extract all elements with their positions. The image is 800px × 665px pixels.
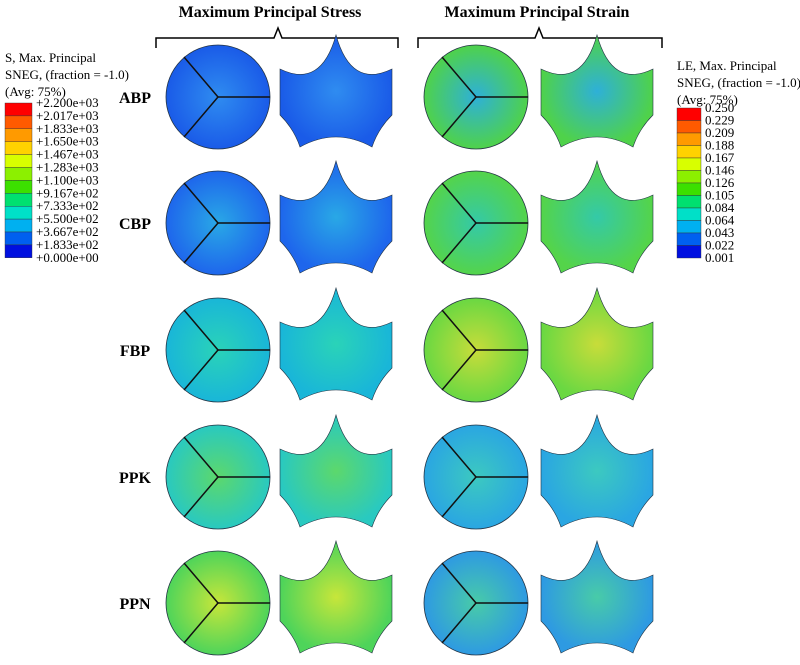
- legend-swatch: [4, 128, 33, 142]
- legend-swatch: [676, 145, 702, 159]
- strain-bracket: [417, 25, 663, 48]
- valve-side-view: [279, 286, 393, 401]
- legend-label: 0.084: [705, 200, 735, 215]
- legend-title: LE, Max. Principal: [677, 58, 777, 73]
- leaflet-edge: [183, 96, 219, 138]
- legend-title: (Avg: 75%): [677, 92, 738, 107]
- legend-label: +0.000e+00: [36, 250, 99, 265]
- leaflet-edge: [183, 309, 219, 351]
- legend-title: (Avg: 75%): [5, 84, 66, 99]
- legend-title: SNEG, (fraction = -1.0): [677, 75, 800, 90]
- legend-label: 0.188: [705, 138, 734, 153]
- valve-side-view: [540, 286, 654, 401]
- legend-swatch: [676, 132, 702, 146]
- legend-swatch: [676, 120, 702, 134]
- leaflet-edge: [441, 309, 477, 351]
- legend-title: SNEG, (fraction = -1.0): [5, 67, 129, 82]
- leaflet-edge: [441, 56, 477, 98]
- legend-swatch: [676, 182, 702, 196]
- leaflet-edge: [441, 436, 477, 478]
- strain-header: Maximum Principal Strain: [445, 4, 630, 21]
- row-label: ABP: [119, 90, 151, 107]
- legend-swatch: [676, 207, 702, 221]
- valve-side-view: [279, 539, 393, 654]
- legend-swatch: [4, 102, 33, 117]
- legend-swatch: [676, 157, 702, 171]
- legend-swatch: [4, 205, 33, 220]
- legend-swatch: [4, 193, 33, 207]
- legend-swatch: [676, 245, 702, 259]
- leaflet-edge: [441, 476, 477, 518]
- row-label: CBP: [119, 216, 151, 233]
- legend-swatch: [4, 167, 33, 181]
- leaflet-edge: [183, 476, 219, 518]
- leaflet-edge: [183, 222, 219, 264]
- stress-header: Maximum Principal Stress: [179, 4, 362, 21]
- valve-side-view: [540, 539, 654, 654]
- stress-bracket: [155, 25, 399, 48]
- legend-swatch: [4, 154, 33, 168]
- legend-label: 0.064: [705, 213, 735, 228]
- legend-label: 0.043: [705, 225, 734, 240]
- content: S, Max. Principal SNEG, (fraction = -1.0)…: [4, 33, 800, 656]
- leaflet-edge: [441, 349, 477, 391]
- leaflet-edge: [183, 349, 219, 391]
- legend-label: +2.200e+03: [36, 95, 99, 110]
- legend-label: +2.017e+03: [36, 108, 99, 123]
- legend-swatch: [676, 195, 702, 209]
- legend-swatch: [676, 220, 702, 234]
- legend-label: 0.126: [705, 175, 735, 190]
- leaflet-edge: [441, 96, 477, 138]
- legend-label: +9.167e+02: [36, 185, 99, 200]
- legend-swatch: [4, 231, 33, 246]
- legend-swatch: [4, 218, 33, 233]
- legend-swatch: [4, 141, 33, 155]
- legend-label: 0.167: [705, 150, 735, 165]
- valve-side-view: [540, 33, 654, 148]
- legend-swatch: [676, 232, 702, 246]
- valve-side-view: [279, 33, 393, 148]
- valve-side-view: [279, 413, 393, 528]
- row-label: PPN: [119, 596, 151, 613]
- legend-swatch: [4, 244, 33, 258]
- legend-label: +5.500e+02: [36, 211, 99, 226]
- legend-swatch: [4, 115, 33, 130]
- legend-label: +1.467e+03: [36, 147, 99, 162]
- legend-swatch: [676, 170, 702, 184]
- leaflet-edge: [441, 602, 477, 644]
- legend-label: +1.833e+02: [36, 237, 99, 252]
- leaflet-edge: [441, 182, 477, 224]
- legend-swatch: [4, 180, 33, 194]
- valve-side-view: [540, 159, 654, 274]
- row-label: PPK: [119, 470, 152, 487]
- leaflet-edge: [441, 222, 477, 264]
- legend-title: S, Max. Principal: [5, 50, 96, 65]
- row-label: FBP: [120, 343, 150, 360]
- legend-label: +7.333e+02: [36, 198, 99, 213]
- legend-swatch: [676, 107, 702, 121]
- legend-label: 0.229: [705, 113, 734, 128]
- leaflet-edge: [441, 562, 477, 604]
- legend-label: +1.650e+03: [36, 134, 99, 149]
- legend-label: +1.283e+03: [36, 160, 99, 175]
- leaflet-edge: [183, 602, 219, 644]
- legend-label: +1.100e+03: [36, 172, 99, 187]
- leaflet-edge: [183, 562, 219, 604]
- leaflet-edge: [183, 182, 219, 224]
- legend-label: 0.209: [705, 125, 734, 140]
- leaflet-edge: [183, 436, 219, 478]
- valve-side-view: [540, 413, 654, 528]
- legend-label: 0.022: [705, 238, 734, 253]
- legend-label: 0.250: [705, 100, 734, 115]
- legend-label: 0.105: [705, 188, 734, 203]
- legend-label: +3.667e+02: [36, 224, 99, 239]
- legend-label: 0.001: [705, 250, 734, 265]
- legend-label: +1.833e+03: [36, 121, 99, 136]
- leaflet-edge: [183, 56, 219, 98]
- valve-side-view: [279, 159, 393, 274]
- legend-label: 0.146: [705, 163, 735, 178]
